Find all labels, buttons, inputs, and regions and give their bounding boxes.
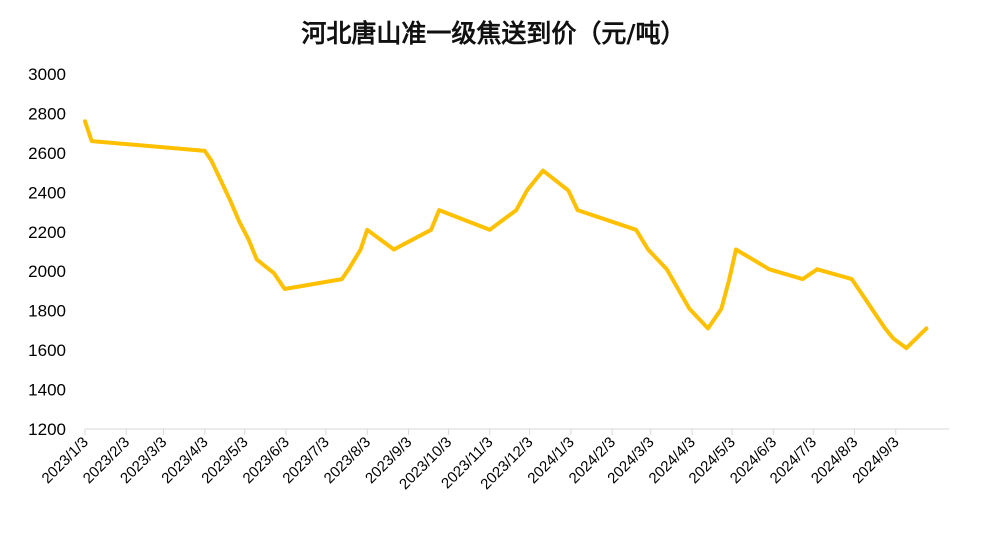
chart-title: 河北唐山准一级焦送到价（元/吨） bbox=[301, 19, 686, 48]
y-tick-label: 2800 bbox=[28, 104, 66, 123]
y-tick-label: 2000 bbox=[28, 262, 66, 281]
y-tick-label: 2200 bbox=[28, 223, 66, 242]
series-layer bbox=[83, 119, 929, 351]
x-axis: 2023/1/32023/2/32023/3/32023/4/32023/5/3… bbox=[39, 428, 949, 493]
y-tick-label: 3000 bbox=[28, 65, 66, 84]
y-axis-ticks: 1200 1400 1600 1800 2000 2200 2400 2600 2800 3000 bbox=[28, 65, 66, 439]
y-tick-label: 2600 bbox=[28, 144, 66, 163]
y-tick-label: 1800 bbox=[28, 302, 66, 321]
series-line bbox=[83, 119, 929, 351]
y-tick-label: 1200 bbox=[28, 420, 66, 439]
y-tick-label: 2400 bbox=[28, 183, 66, 202]
y-tick-label: 1400 bbox=[28, 381, 66, 400]
y-tick-label: 1600 bbox=[28, 341, 66, 360]
